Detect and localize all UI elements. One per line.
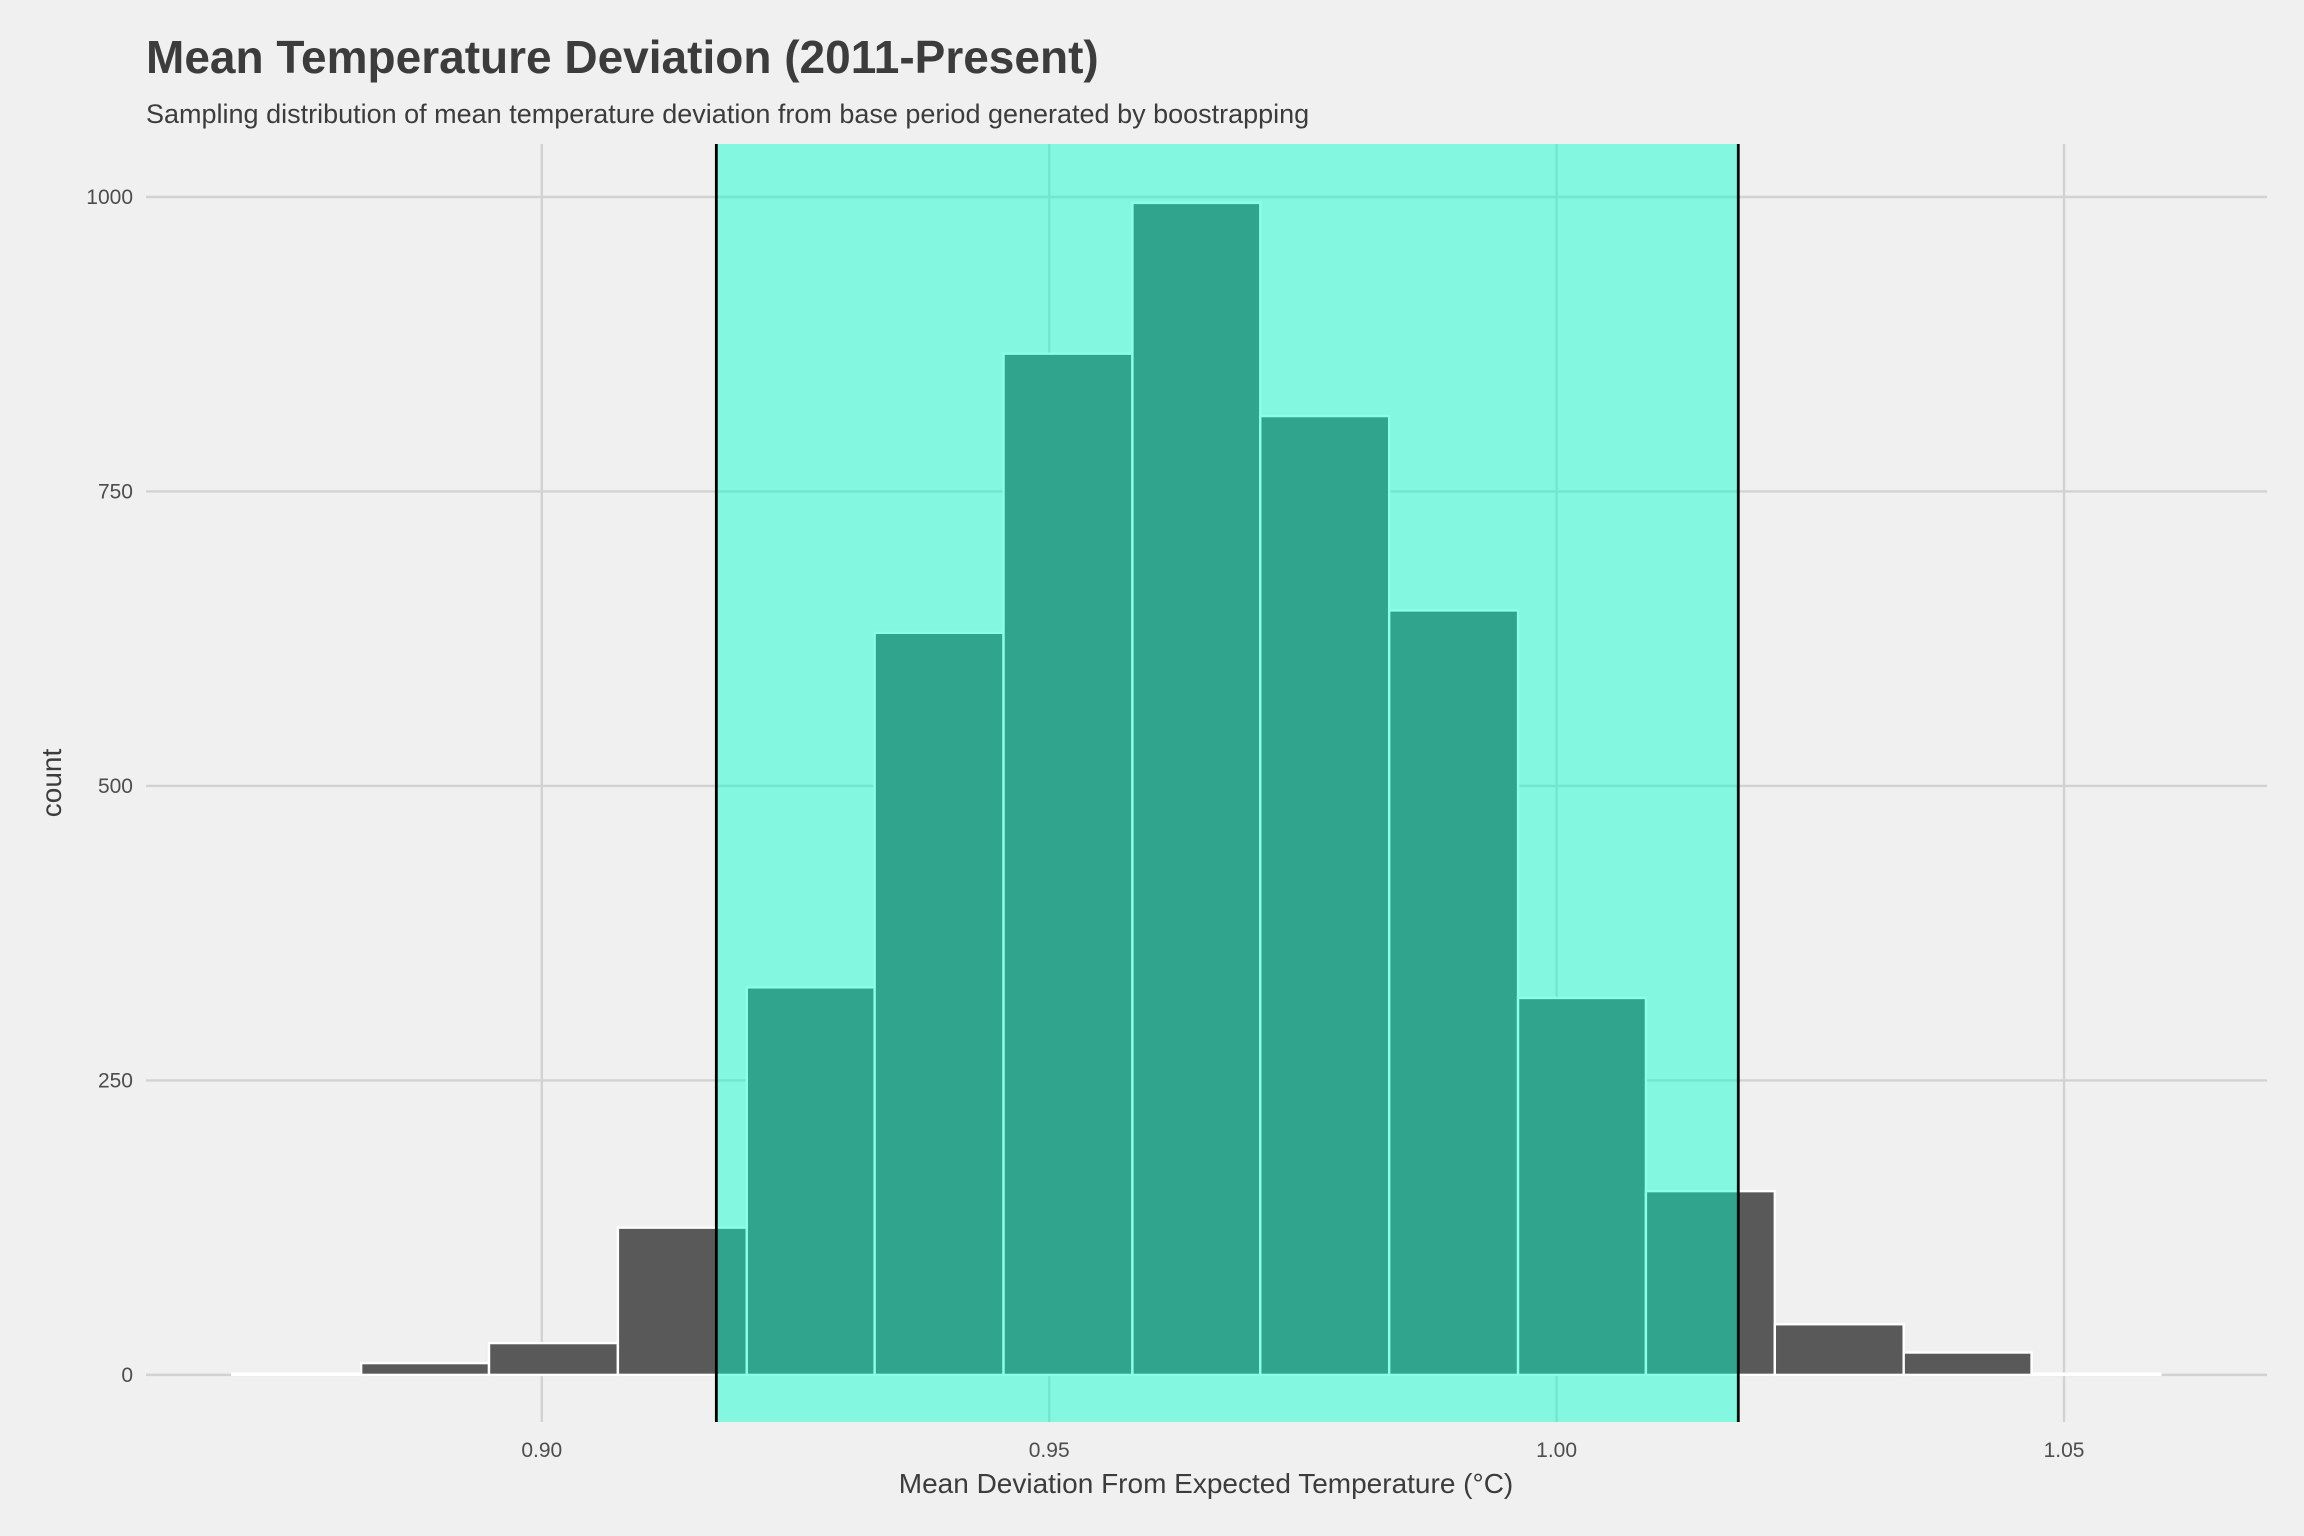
histogram-bar-6	[1002, 352, 1134, 1377]
x-axis-ticks: 0.90 0.95 1.00 1.05	[521, 1439, 2084, 1462]
x-axis-title: Mean Deviation From Expected Temperature…	[899, 1468, 1513, 1499]
confidence-interval	[714, 144, 1740, 1422]
histogram-bar-11	[1644, 1189, 1777, 1377]
y-tick-label-2: 500	[98, 775, 133, 798]
histogram-bar-14	[2030, 1372, 2162, 1377]
y-tick-label-4: 1000	[86, 186, 133, 209]
histogram-bar-9	[1387, 609, 1520, 1377]
histogram-bar-8	[1259, 414, 1391, 1377]
histogram-bar-0	[231, 1372, 363, 1377]
x-tick-label-0: 0.90	[521, 1439, 562, 1462]
chart-subtitle: Sampling distribution of mean temperatur…	[146, 99, 1309, 129]
histogram-bar-12	[1773, 1323, 1905, 1377]
y-tick-label-0: 0	[121, 1364, 133, 1387]
y-axis-title: count	[36, 749, 67, 818]
histogram-bar-7	[1131, 201, 1262, 1377]
y-axis-ticks: 0 250 500 750 1000	[86, 186, 133, 1387]
x-tick-label-2: 1.00	[1536, 1439, 1577, 1462]
histogram-bar-13	[1902, 1351, 2033, 1377]
x-tick-label-3: 1.05	[2044, 1439, 2085, 1462]
y-tick-label-3: 750	[98, 480, 133, 503]
histogram-bar-2	[487, 1341, 620, 1377]
y-tick-label-1: 250	[98, 1069, 133, 1092]
chart-title: Mean Temperature Deviation (2011-Present…	[146, 31, 1099, 83]
ci-shaded-region	[716, 144, 1739, 1422]
histogram-bar-1	[359, 1361, 491, 1377]
histogram-bars	[231, 201, 2162, 1377]
x-tick-label-1: 0.95	[1029, 1439, 1070, 1462]
histogram-bar-10	[1516, 996, 1648, 1377]
